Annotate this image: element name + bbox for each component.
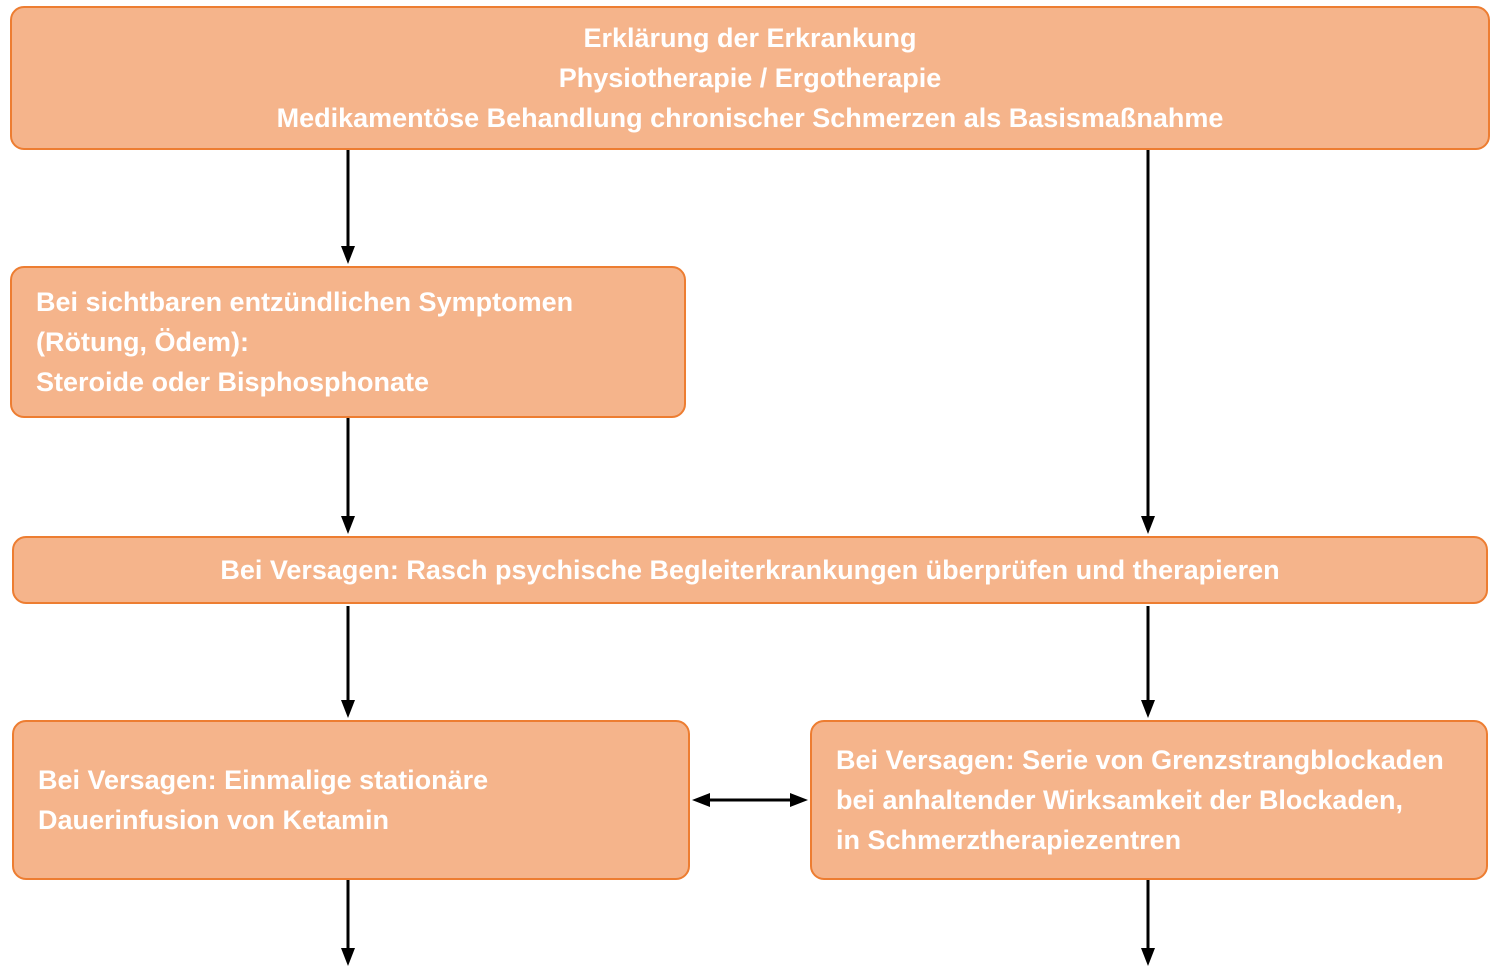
edge-e8 xyxy=(1141,880,1155,966)
node-text-line: Medikamentöse Behandlung chronischer Sch… xyxy=(277,98,1224,138)
node-text-line: Bei Versagen: Serie von Grenzstrangblock… xyxy=(836,740,1444,780)
flow-node-n5: Bei Versagen: Serie von Grenzstrangblock… xyxy=(810,720,1488,880)
node-text-line: Bei Versagen: Einmalige stationäre xyxy=(38,760,488,800)
node-text-line: Bei Versagen: Rasch psychische Begleiter… xyxy=(220,550,1279,590)
edge-e2 xyxy=(341,418,355,534)
node-text-line: bei anhaltender Wirksamkeit der Blockade… xyxy=(836,780,1403,820)
edge-e4 xyxy=(341,606,355,718)
node-text-line: (Rötung, Ödem): xyxy=(36,322,249,362)
flow-node-n1: Erklärung der ErkrankungPhysiotherapie /… xyxy=(10,6,1490,150)
node-text-line: Physiotherapie / Ergotherapie xyxy=(559,58,942,98)
node-text-line: Steroide oder Bisphosphonate xyxy=(36,362,429,402)
node-text-line: Bei sichtbaren entzündlichen Symptomen xyxy=(36,282,573,322)
flow-node-n2: Bei sichtbaren entzündlichen Symptomen(R… xyxy=(10,266,686,418)
node-text-line: Dauerinfusion von Ketamin xyxy=(38,800,389,840)
flow-node-n3: Bei Versagen: Rasch psychische Begleiter… xyxy=(12,536,1488,604)
edge-e5 xyxy=(1141,606,1155,718)
node-text-line: in Schmerztherapiezentren xyxy=(836,820,1181,860)
edge-e1 xyxy=(341,150,355,264)
node-text-line: Erklärung der Erkrankung xyxy=(583,18,916,58)
edge-e6 xyxy=(692,793,808,807)
edge-e7 xyxy=(341,880,355,966)
edge-e3 xyxy=(1141,150,1155,534)
flow-node-n4: Bei Versagen: Einmalige stationäreDaueri… xyxy=(12,720,690,880)
flowchart-canvas: Erklärung der ErkrankungPhysiotherapie /… xyxy=(0,0,1500,974)
